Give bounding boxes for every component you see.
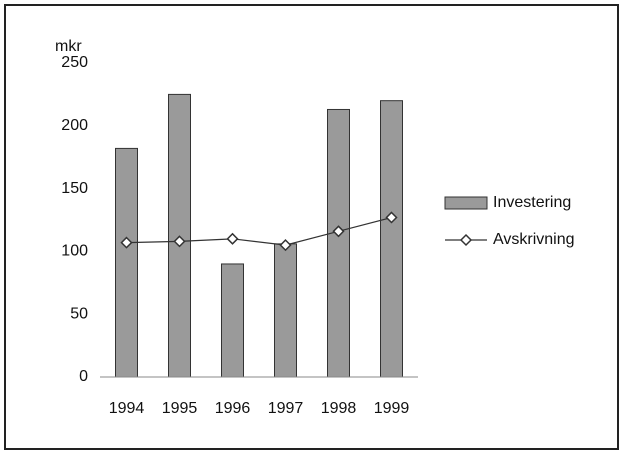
legend-label: Investering: [493, 194, 571, 211]
y-tick-label: 100: [61, 243, 88, 260]
y-tick-label: 0: [79, 368, 88, 385]
y-axis-label: mkr: [55, 38, 82, 55]
marker: [385, 211, 398, 224]
x-tick-label: 1996: [215, 400, 251, 417]
legend-swatch: [444, 196, 488, 210]
marker: [332, 225, 345, 238]
marker: [173, 235, 186, 248]
x-tick-label: 1998: [321, 400, 357, 417]
frame: [4, 4, 619, 450]
marker: [279, 239, 292, 252]
x-tick-label: 1994: [109, 400, 145, 417]
marker: [120, 236, 133, 249]
y-tick-label: 250: [61, 54, 88, 71]
y-tick-label: 200: [61, 117, 88, 134]
bar: [327, 108, 350, 378]
legend-marker: [459, 233, 473, 247]
bar: [115, 147, 138, 378]
line: [126, 216, 392, 246]
bar: [274, 243, 297, 378]
y-tick-label: 50: [70, 305, 88, 322]
x-tick-label: 1995: [162, 400, 198, 417]
legend-label: Avskrivning: [493, 231, 575, 248]
x-tick-label: 1997: [268, 400, 304, 417]
x-tick-label: 1999: [374, 400, 410, 417]
bar: [221, 263, 244, 378]
marker: [226, 232, 239, 245]
y-tick-label: 150: [61, 180, 88, 197]
bar: [380, 100, 403, 378]
